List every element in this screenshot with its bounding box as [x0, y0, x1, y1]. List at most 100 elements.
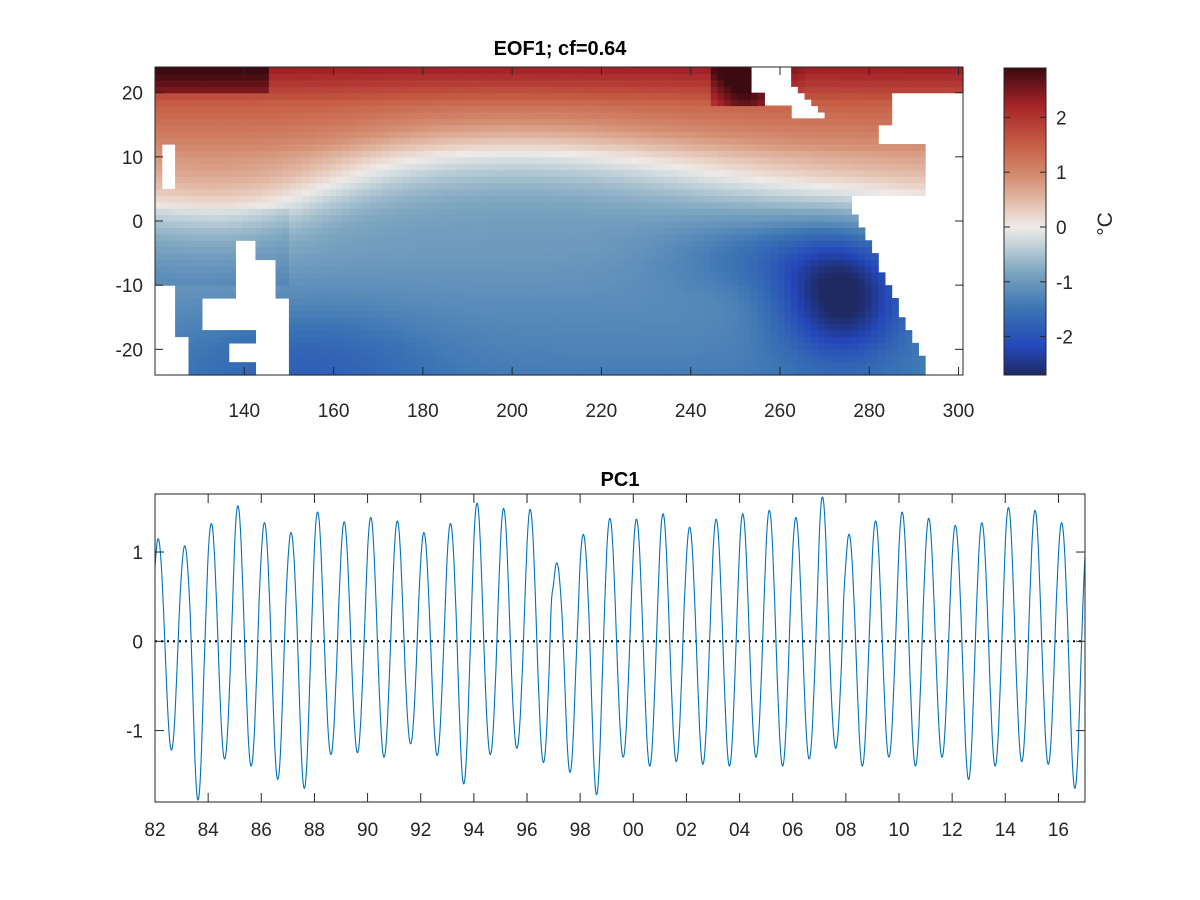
heatmap-cell: [797, 201, 806, 209]
heatmap-cell: [617, 233, 625, 241]
heatmap-cell: [275, 86, 283, 94]
heatmap-cell: [168, 137, 176, 145]
heatmap-cell: [382, 86, 390, 94]
heatmap-cell: [556, 131, 565, 139]
heatmap-cell: [409, 208, 417, 216]
heatmap-cell: [677, 272, 685, 280]
heatmap-cell: [630, 150, 638, 158]
heatmap-cell: [168, 67, 176, 75]
heatmap-cell: [744, 323, 752, 331]
heatmap-cell: [523, 304, 531, 312]
heatmap-cell: [315, 317, 324, 325]
heatmap-cell: [416, 221, 424, 229]
heatmap-cell: [717, 227, 725, 235]
heatmap-cell: [610, 330, 618, 338]
heatmap-cell: [309, 188, 317, 196]
heatmap-cell: [710, 214, 719, 222]
heatmap-cell: [904, 150, 913, 158]
heatmap-cell: [315, 111, 324, 119]
heatmap-cell: [690, 118, 698, 126]
heatmap-cell: [750, 221, 759, 229]
heatmap-cell: [543, 253, 551, 261]
heatmap-cell: [536, 214, 544, 222]
heatmap-cell: [456, 336, 464, 344]
heatmap-cell: [322, 265, 330, 273]
heatmap-cell: [523, 221, 531, 229]
heatmap-cell: [476, 362, 484, 370]
heatmap-cell: [422, 176, 431, 184]
heatmap-cell: [771, 349, 779, 357]
heatmap-cell: [697, 195, 705, 203]
heatmap-cell: [449, 285, 457, 293]
heatmap-cell: [630, 330, 638, 338]
heatmap-cell: [757, 291, 765, 299]
heatmap-cell: [483, 368, 491, 376]
heatmap-cell: [536, 150, 544, 158]
heatmap-cell: [677, 259, 685, 267]
heatmap-cell: [342, 144, 350, 152]
heatmap-cell: [737, 233, 745, 241]
heatmap-cell: [489, 362, 498, 370]
heatmap-cell: [201, 105, 210, 113]
heatmap-cell: [375, 362, 384, 370]
heatmap-cell: [262, 111, 270, 119]
heatmap-cell: [442, 368, 451, 376]
heatmap-cell: [375, 73, 384, 81]
heatmap-cell: [697, 111, 705, 119]
heatmap-cell: [375, 342, 384, 350]
heatmap-cell: [563, 317, 571, 325]
heatmap-cell: [536, 240, 544, 248]
heatmap-cell: [757, 182, 765, 190]
heatmap-cell: [858, 362, 866, 370]
heatmap-cell: [871, 99, 879, 107]
heatmap-cell: [764, 118, 772, 126]
heatmap-cell: [309, 176, 317, 184]
heatmap-cell: [804, 86, 812, 94]
heatmap-cell: [496, 176, 504, 184]
heatmap-cell: [904, 330, 913, 338]
heatmap-cell: [804, 233, 812, 241]
heatmap-cell: [529, 156, 538, 164]
heatmap-cell: [315, 336, 324, 344]
heatmap-cell: [168, 278, 176, 286]
heatmap-cell: [623, 246, 632, 254]
heatmap-cell: [396, 208, 404, 216]
heatmap-cell: [550, 233, 558, 241]
heatmap-cell: [288, 79, 297, 87]
heatmap-cell: [550, 362, 558, 370]
heatmap-cell: [871, 253, 879, 261]
heatmap-cell: [375, 86, 384, 94]
heatmap-cell: [670, 272, 678, 280]
heatmap-cell: [375, 233, 384, 241]
heatmap-cell: [355, 182, 364, 190]
heatmap-cell: [215, 111, 223, 119]
heatmap-cell: [730, 310, 739, 318]
heatmap-cell: [503, 285, 511, 293]
heatmap-cell: [161, 278, 169, 286]
heatmap-cell: [369, 150, 377, 158]
heatmap-cell: [811, 150, 819, 158]
heatmap-cell: [623, 278, 632, 286]
heatmap-cell: [409, 330, 417, 338]
heatmap-cell: [342, 176, 350, 184]
heatmap-cell: [871, 79, 879, 87]
heatmap-cell: [710, 182, 719, 190]
heatmap-cell: [683, 176, 692, 184]
heatmap-cell: [811, 355, 819, 363]
heatmap-cell: [483, 259, 491, 267]
heatmap-cell: [215, 368, 223, 376]
heatmap-cell: [590, 362, 598, 370]
heatmap-cell: [355, 349, 364, 357]
heatmap-cell: [844, 201, 852, 209]
heatmap-cell: [469, 330, 478, 338]
heatmap-cell: [657, 304, 665, 312]
heatmap-cell: [416, 118, 424, 126]
heatmap-cell: [817, 233, 826, 241]
heatmap-cell: [750, 362, 759, 370]
heatmap-cell: [864, 73, 873, 81]
heatmap-cell: [355, 144, 364, 152]
heatmap-cell: [791, 336, 799, 344]
heatmap-cell: [891, 163, 899, 171]
heatmap-cell: [329, 336, 337, 344]
heatmap-cell: [242, 73, 250, 81]
